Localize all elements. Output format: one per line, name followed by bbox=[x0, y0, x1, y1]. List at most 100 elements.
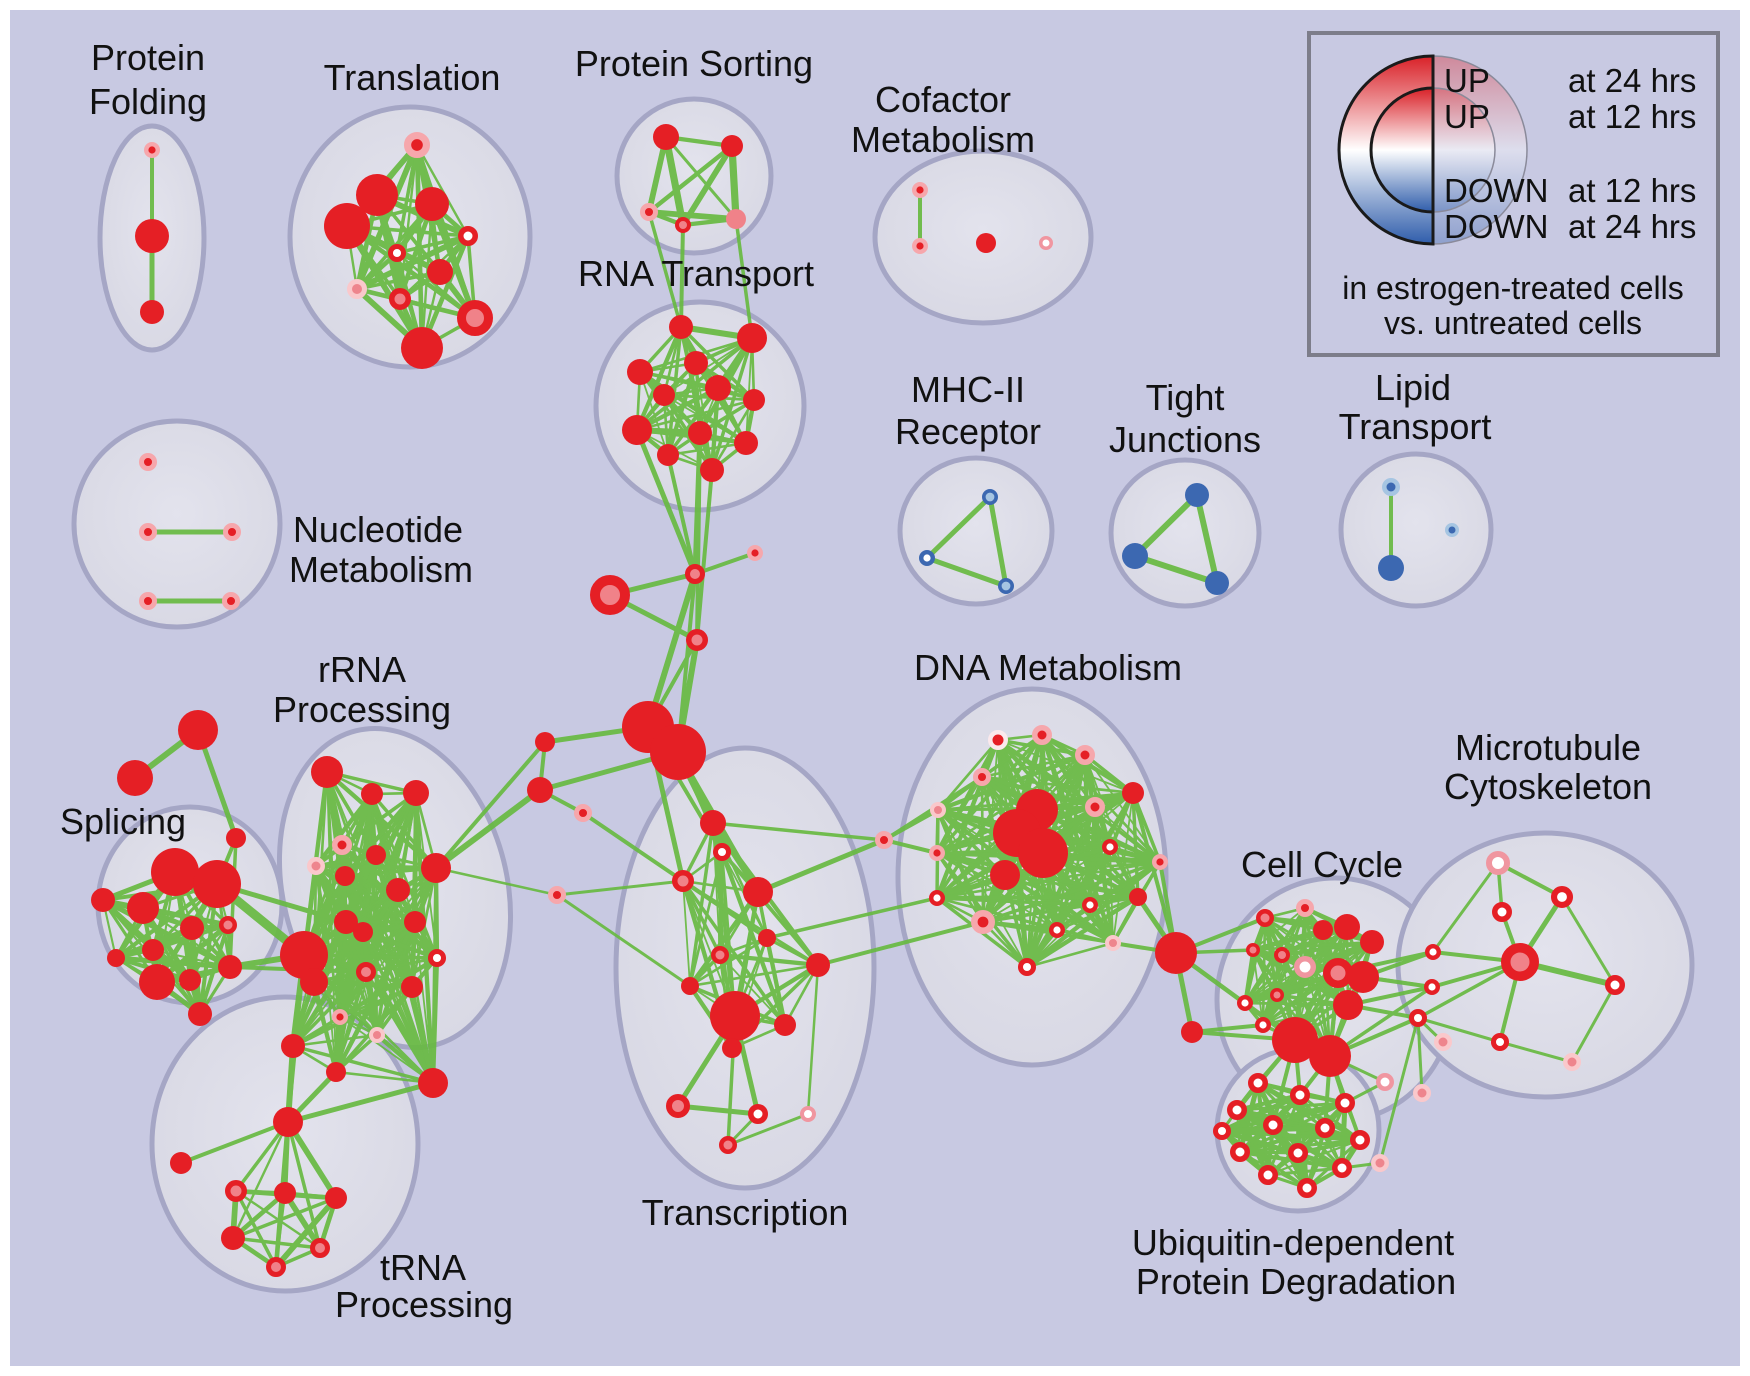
node-d17[interactable] bbox=[1048, 922, 1065, 939]
node-r1[interactable] bbox=[311, 756, 343, 788]
node-b8[interactable] bbox=[1230, 1142, 1250, 1162]
node-tt2[interactable] bbox=[712, 842, 732, 862]
node-t1[interactable] bbox=[403, 131, 431, 159]
node-cc15[interactable] bbox=[1272, 1017, 1318, 1063]
node-tj3[interactable] bbox=[1205, 571, 1229, 595]
node-u6[interactable] bbox=[266, 1257, 286, 1277]
node-b13[interactable] bbox=[1212, 1121, 1232, 1141]
node-spC[interactable] bbox=[226, 828, 246, 848]
node-ps1[interactable] bbox=[653, 124, 679, 150]
node-rt8[interactable] bbox=[622, 415, 652, 445]
node-cc6[interactable] bbox=[1246, 943, 1260, 957]
node-r11[interactable] bbox=[404, 911, 426, 933]
node-d2[interactable] bbox=[1032, 725, 1052, 745]
node-t7[interactable] bbox=[427, 259, 453, 285]
node-u2[interactable] bbox=[274, 1182, 296, 1204]
node-s5[interactable] bbox=[180, 916, 204, 940]
node-s2[interactable] bbox=[193, 860, 241, 908]
node-tt4[interactable] bbox=[743, 877, 773, 907]
node-tt9[interactable] bbox=[774, 1014, 796, 1036]
node-cc18[interactable] bbox=[1423, 979, 1440, 996]
node-u1[interactable] bbox=[225, 1180, 247, 1202]
node-r17[interactable] bbox=[356, 962, 376, 982]
node-b1[interactable] bbox=[1248, 1073, 1268, 1093]
node-r12[interactable] bbox=[334, 910, 358, 934]
node-cc21[interactable] bbox=[1376, 1073, 1394, 1091]
node-lt3[interactable] bbox=[1445, 523, 1459, 537]
node-cn3[interactable] bbox=[573, 803, 593, 823]
node-tt11[interactable] bbox=[666, 1094, 690, 1118]
node-r5[interactable] bbox=[307, 857, 325, 875]
node-d4[interactable] bbox=[972, 767, 992, 787]
node-xdna[interactable] bbox=[874, 830, 894, 850]
node-b12[interactable] bbox=[1297, 1178, 1317, 1198]
node-rt6[interactable] bbox=[653, 384, 675, 406]
node-tt6[interactable] bbox=[758, 929, 776, 947]
node-s10[interactable] bbox=[179, 969, 201, 991]
node-cc3[interactable] bbox=[1313, 920, 1333, 940]
node-d16[interactable] bbox=[1129, 888, 1147, 906]
node-t6[interactable] bbox=[387, 243, 407, 263]
node-pf1[interactable] bbox=[143, 141, 160, 158]
node-r6[interactable] bbox=[335, 866, 355, 886]
node-d18[interactable] bbox=[1105, 935, 1121, 951]
node-r22[interactable] bbox=[326, 1062, 346, 1082]
node-t10[interactable] bbox=[457, 300, 493, 336]
node-tt8[interactable] bbox=[806, 953, 830, 977]
node-r2[interactable] bbox=[361, 783, 383, 805]
node-cc4[interactable] bbox=[1334, 914, 1360, 940]
node-s7[interactable] bbox=[142, 939, 164, 961]
node-d11[interactable] bbox=[990, 860, 1020, 890]
node-d12[interactable] bbox=[1151, 854, 1168, 871]
node-cc19[interactable] bbox=[1408, 1008, 1428, 1028]
node-cx3[interactable] bbox=[747, 545, 764, 562]
node-dh3[interactable] bbox=[1018, 828, 1068, 878]
node-hub2[interactable] bbox=[650, 724, 706, 780]
node-t3[interactable] bbox=[415, 187, 449, 221]
node-r15[interactable] bbox=[300, 968, 328, 996]
node-b6[interactable] bbox=[1315, 1118, 1335, 1138]
node-d1[interactable] bbox=[988, 730, 1008, 750]
node-m1[interactable] bbox=[1486, 851, 1510, 875]
node-rt12[interactable] bbox=[700, 458, 724, 482]
node-s6[interactable] bbox=[219, 916, 237, 934]
node-uhub[interactable] bbox=[273, 1107, 303, 1137]
node-m3[interactable] bbox=[1492, 902, 1512, 922]
node-u5[interactable] bbox=[310, 1238, 330, 1258]
node-tt12[interactable] bbox=[748, 1104, 768, 1124]
node-cchub[interactable] bbox=[1155, 932, 1197, 974]
node-cc1[interactable] bbox=[1256, 909, 1274, 927]
node-d5[interactable] bbox=[1122, 782, 1144, 804]
node-ps2[interactable] bbox=[721, 135, 743, 157]
node-cc22[interactable] bbox=[1413, 1084, 1431, 1102]
node-s9[interactable] bbox=[139, 964, 175, 1000]
node-cm2[interactable] bbox=[912, 237, 929, 254]
node-cc5[interactable] bbox=[1360, 930, 1384, 954]
node-b7[interactable] bbox=[1350, 1130, 1370, 1150]
node-r23[interactable] bbox=[418, 1068, 448, 1098]
node-t8[interactable] bbox=[347, 279, 367, 299]
node-rt9[interactable] bbox=[688, 421, 712, 445]
node-tt1[interactable] bbox=[700, 810, 726, 836]
node-tt14[interactable] bbox=[719, 1136, 737, 1154]
node-ps5[interactable] bbox=[726, 209, 746, 229]
node-r4[interactable] bbox=[332, 835, 352, 855]
node-rt2[interactable] bbox=[737, 323, 767, 353]
node-cn2[interactable] bbox=[527, 777, 553, 803]
node-m9[interactable] bbox=[1563, 1053, 1581, 1071]
node-t11[interactable] bbox=[401, 327, 443, 369]
node-rt5[interactable] bbox=[705, 375, 731, 401]
node-cc9[interactable] bbox=[1323, 958, 1353, 988]
node-cc2[interactable] bbox=[1295, 898, 1315, 918]
node-tt5[interactable] bbox=[711, 946, 729, 964]
node-cm4[interactable] bbox=[1039, 236, 1053, 250]
node-cm3[interactable] bbox=[976, 233, 996, 253]
node-spA[interactable] bbox=[178, 710, 218, 750]
node-pf3[interactable] bbox=[140, 300, 164, 324]
node-nm4[interactable] bbox=[138, 591, 158, 611]
node-mh3[interactable] bbox=[997, 577, 1014, 594]
node-nm1[interactable] bbox=[138, 452, 158, 472]
node-rt11[interactable] bbox=[657, 444, 679, 466]
node-p1[interactable] bbox=[1371, 1154, 1389, 1172]
node-rt10[interactable] bbox=[734, 431, 758, 455]
